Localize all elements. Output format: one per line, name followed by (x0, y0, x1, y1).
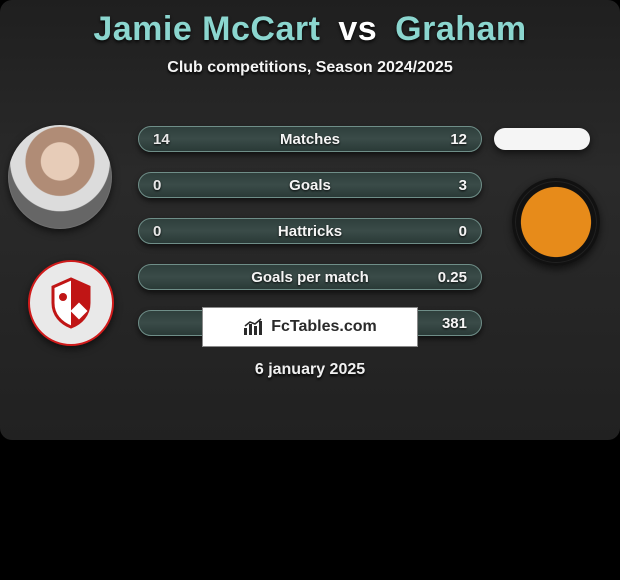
stat-right-value: 0 (459, 223, 467, 240)
stat-right-value: 381 (442, 315, 467, 332)
stat-row: Goals per match 0.25 (138, 264, 482, 290)
stat-row: 14 Matches 12 (138, 126, 482, 152)
player1-avatar (8, 125, 112, 229)
stat-left-value: 14 (153, 131, 170, 148)
stat-right-value: 3 (459, 177, 467, 194)
stat-row: 0 Goals 3 (138, 172, 482, 198)
player2-name: Graham (395, 10, 527, 48)
stat-label: Goals per match (139, 265, 481, 289)
comparison-card: Jamie McCart vs Graham Club competitions… (0, 0, 620, 440)
stat-right-value: 12 (450, 131, 467, 148)
player2-club-badge (512, 178, 600, 266)
date-label: 6 january 2025 (0, 361, 620, 379)
stat-label: Goals (139, 173, 481, 197)
stat-row: 0 Hattricks 0 (138, 218, 482, 244)
player2-avatar (494, 128, 590, 150)
page-title: Jamie McCart vs Graham (0, 10, 620, 49)
club-crest-left-icon (43, 275, 99, 331)
stat-right-value: 0.25 (438, 269, 467, 286)
stat-left-value: 0 (153, 223, 161, 240)
player1-club-badge (28, 260, 114, 346)
stat-label: Matches (139, 127, 481, 151)
brand-chart-icon (243, 318, 265, 336)
brand-text: FcTables.com (271, 318, 377, 336)
brand-strip[interactable]: FcTables.com (202, 307, 418, 347)
vs-label: vs (338, 10, 377, 48)
player1-name: Jamie McCart (93, 10, 320, 48)
stat-label: Hattricks (139, 219, 481, 243)
stat-left-value: 0 (153, 177, 161, 194)
subtitle: Club competitions, Season 2024/2025 (0, 59, 620, 77)
